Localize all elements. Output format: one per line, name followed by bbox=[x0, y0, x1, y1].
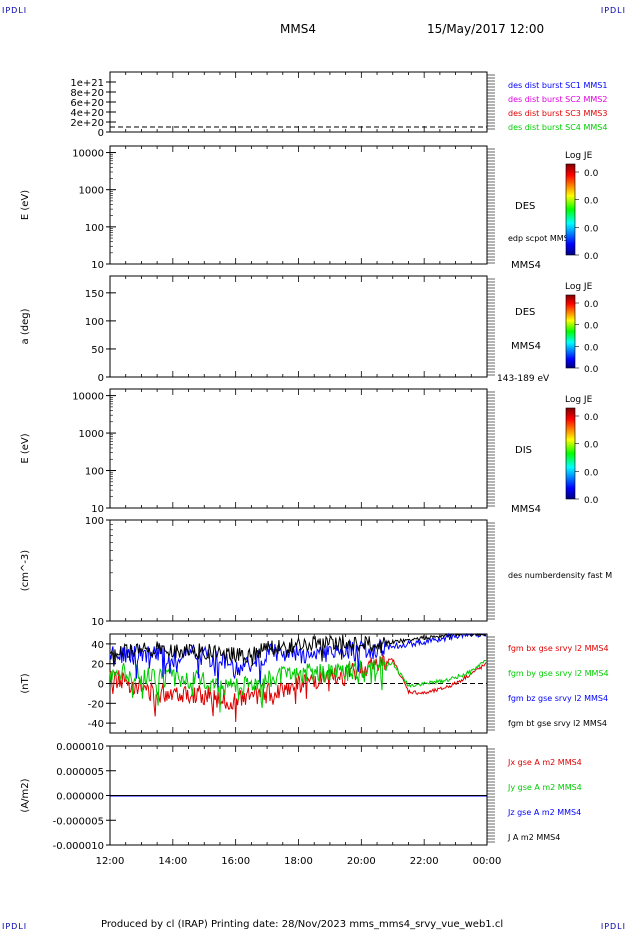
instrument-label: DES bbox=[515, 307, 535, 318]
y-tick-label: 150 bbox=[85, 289, 104, 300]
y-axis-label: a (deg) bbox=[20, 308, 31, 344]
y-tick-label: 0.000010 bbox=[56, 742, 104, 753]
y-axis-label: E (eV) bbox=[20, 433, 31, 463]
colorbar-tick-label: 0.0 bbox=[584, 496, 599, 506]
legend-entry: des dist burst SC2 MMS2 bbox=[508, 95, 607, 104]
colorbar bbox=[565, 294, 576, 369]
y-axis-label: (nT) bbox=[20, 673, 31, 693]
colorbar-tick-label: 0.0 bbox=[584, 300, 599, 310]
corner-label-tr: IPDLI bbox=[600, 6, 626, 15]
panel-frame-5 bbox=[109, 519, 488, 622]
legend-entry: Jy gse A m2 MMS4 bbox=[507, 783, 582, 792]
colorbar-tick-label: 0.0 bbox=[584, 365, 599, 375]
colorbar-tick-label: 0.0 bbox=[584, 441, 599, 451]
instrument-label: DES bbox=[515, 201, 535, 212]
colorbar bbox=[565, 163, 576, 256]
colorbar bbox=[565, 407, 576, 500]
legend-entry: fgm by gse srvy l2 MMS4 bbox=[508, 669, 609, 678]
legend-entry: des dist burst SC4 MMS4 bbox=[508, 123, 607, 132]
x-tick-label: 18:00 bbox=[284, 856, 313, 867]
colorbar-tick-label: 0.0 bbox=[584, 468, 599, 478]
x-tick-label: 20:00 bbox=[347, 856, 376, 867]
x-tick-label: 12:00 bbox=[96, 856, 125, 867]
series-line bbox=[109, 655, 487, 713]
legend-entry: fgm bt gse srvy l2 MMS4 bbox=[508, 719, 607, 728]
corner-label-bl: IPDLI bbox=[2, 922, 28, 931]
y-tick-label: 4e+20 bbox=[70, 108, 104, 119]
y-tick-label: 20 bbox=[91, 660, 104, 671]
datetime-title: 15/May/2017 12:00 bbox=[427, 22, 545, 36]
y-tick-label: 0 bbox=[98, 373, 104, 384]
colorbar-title: Log JE bbox=[565, 151, 593, 161]
panel-frame-3 bbox=[109, 275, 488, 378]
colorbar-title: Log JE bbox=[565, 282, 593, 292]
panel-frame-1 bbox=[109, 71, 488, 133]
y-tick-label: 2e+20 bbox=[70, 118, 104, 129]
x-tick-label: 16:00 bbox=[221, 856, 250, 867]
series-label: edp scpot MMS4 bbox=[508, 234, 574, 243]
colorbar-tick-label: 0.0 bbox=[584, 413, 599, 423]
colorbar-tick-label: 0.0 bbox=[584, 252, 599, 262]
corner-label-br: IPDLI bbox=[600, 922, 626, 931]
series-line bbox=[109, 632, 487, 688]
y-tick-label: 10000 bbox=[72, 392, 104, 403]
y-tick-label: 0.000005 bbox=[56, 767, 104, 778]
y-tick-label: 40 bbox=[91, 640, 104, 651]
legend-entry: Jx gse A m2 MMS4 bbox=[507, 758, 582, 767]
colorbar-tick-label: 0.0 bbox=[584, 343, 599, 353]
colorbar-title: Log JE bbox=[565, 395, 593, 405]
y-tick-label: 0.000000 bbox=[56, 792, 104, 803]
panel-frame-4 bbox=[109, 388, 488, 509]
y-tick-label: 100 bbox=[85, 317, 104, 328]
y-tick-label: -40 bbox=[88, 719, 104, 730]
y-tick-label: -0.000010 bbox=[53, 841, 104, 852]
series-line bbox=[109, 633, 487, 667]
y-tick-label: -20 bbox=[88, 699, 104, 710]
y-tick-label: 1e+21 bbox=[70, 78, 104, 89]
legend-entry: Jz gse A m2 MMS4 bbox=[507, 808, 581, 817]
y-tick-label: 0 bbox=[98, 128, 104, 139]
corner-label-tl: IPDLI bbox=[2, 6, 28, 15]
y-tick-label: 10 bbox=[91, 504, 104, 515]
y-axis-label: E (eV) bbox=[20, 190, 31, 220]
instrument-label: DIS bbox=[515, 445, 532, 456]
x-tick-label: 22:00 bbox=[410, 856, 439, 867]
y-tick-label: 10 bbox=[91, 617, 104, 628]
spacecraft-label: MMS4 bbox=[511, 504, 541, 515]
y-tick-label: 50 bbox=[91, 345, 104, 356]
y-tick-label: -0.000005 bbox=[53, 816, 104, 827]
legend-entry: des numberdensity fast M bbox=[508, 571, 612, 580]
spacecraft-label: MMS4 bbox=[511, 260, 541, 271]
energy-range-label: 143-189 eV bbox=[497, 374, 550, 384]
x-tick-label: 14:00 bbox=[158, 856, 187, 867]
footer-credits: Produced by cl (IRAP) Printing date: 28/… bbox=[101, 919, 504, 930]
legend-entry: des dist burst SC1 MMS1 bbox=[508, 81, 607, 90]
y-tick-label: 1000 bbox=[79, 186, 104, 197]
legend-entry: J A m2 MMS4 bbox=[507, 833, 560, 842]
y-tick-label: 6e+20 bbox=[70, 98, 104, 109]
panel-frame-2 bbox=[109, 145, 488, 265]
y-tick-label: 100 bbox=[85, 223, 104, 234]
y-axis-label: (A/m2) bbox=[20, 778, 31, 812]
colorbar-tick-label: 0.0 bbox=[584, 224, 599, 234]
y-tick-label: 100 bbox=[85, 467, 104, 478]
legend-entry: des dist burst SC3 MMS3 bbox=[508, 109, 607, 118]
y-tick-label: 10000 bbox=[72, 149, 104, 160]
y-tick-label: 100 bbox=[85, 516, 104, 527]
spacecraft-label: MMS4 bbox=[511, 341, 541, 352]
y-tick-label: 10 bbox=[91, 260, 104, 271]
y-tick-label: 0 bbox=[98, 680, 104, 691]
y-tick-label: 8e+20 bbox=[70, 88, 104, 99]
y-axis-label: (cm^-3) bbox=[20, 550, 31, 591]
x-tick-label: 00:00 bbox=[473, 856, 502, 867]
colorbar-tick-label: 0.0 bbox=[584, 197, 599, 207]
legend-entry: fgm bx gse srvy l2 MMS4 bbox=[508, 644, 609, 653]
legend-entry: fgm bz gse srvy l2 MMS4 bbox=[508, 694, 608, 703]
mission-title: MMS4 bbox=[280, 22, 316, 36]
series-line bbox=[109, 653, 487, 723]
colorbar-tick-label: 0.0 bbox=[584, 169, 599, 179]
y-tick-label: 1000 bbox=[79, 429, 104, 440]
colorbar-tick-label: 0.0 bbox=[584, 322, 599, 332]
